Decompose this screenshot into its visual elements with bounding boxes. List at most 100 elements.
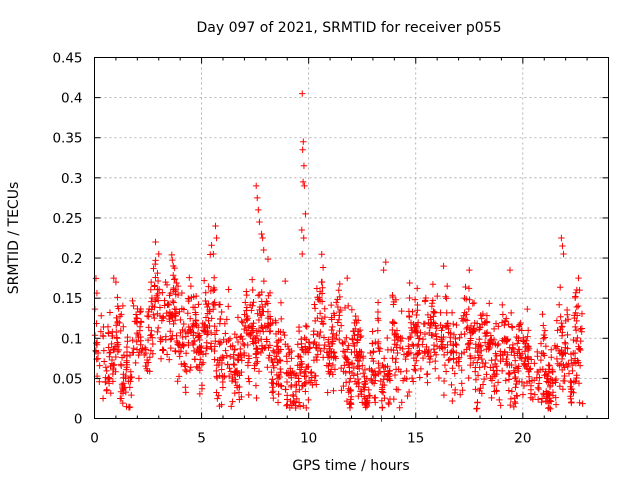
data-point [370, 357, 377, 365]
data-point [476, 336, 483, 343]
data-point [443, 322, 450, 329]
data-point [328, 353, 335, 361]
data-point [504, 351, 511, 359]
data-point [243, 304, 251, 311]
data-point [355, 357, 363, 365]
data-point [531, 391, 539, 398]
data-point [474, 372, 482, 379]
data-point [170, 320, 177, 328]
data-point [416, 347, 423, 354]
data-point [431, 309, 438, 316]
data-point [305, 377, 313, 385]
data-point [210, 274, 218, 281]
data-point [482, 359, 489, 367]
y-tick-label: 0.15 [52, 291, 82, 307]
data-point [406, 294, 413, 302]
data-point [323, 362, 331, 369]
y-tick-label: 0.35 [52, 131, 82, 147]
data-point [540, 335, 547, 342]
data-point [118, 354, 126, 361]
data-point [334, 319, 341, 326]
data-point [260, 277, 268, 285]
data-point [252, 354, 260, 361]
data-point [207, 340, 215, 347]
data-point [106, 309, 114, 316]
data-point [343, 358, 350, 366]
data-point [268, 368, 275, 376]
data-point [278, 383, 285, 390]
data-point [546, 397, 554, 404]
data-point [103, 367, 110, 375]
data-point [356, 326, 364, 334]
data-point [174, 282, 182, 290]
data-point [109, 378, 117, 385]
data-point [411, 362, 419, 369]
data-point [260, 246, 267, 254]
data-point [552, 379, 559, 386]
data-point [283, 378, 291, 386]
data-point [133, 319, 141, 327]
data-point [282, 341, 289, 348]
data-point [269, 347, 277, 354]
data-point [112, 353, 119, 361]
data-point [252, 339, 259, 346]
data-point [497, 348, 504, 355]
data-point [370, 371, 377, 378]
data-point [577, 337, 584, 345]
data-point [280, 329, 287, 336]
data-point [334, 296, 341, 303]
data-point [556, 362, 563, 369]
data-point [218, 308, 225, 316]
data-point [241, 341, 248, 349]
data-point [113, 328, 120, 336]
data-point [372, 399, 379, 406]
data-point [273, 359, 281, 366]
data-point [92, 348, 100, 355]
data-point [547, 398, 555, 405]
data-point [336, 336, 343, 344]
data-point [285, 345, 292, 353]
data-point [558, 234, 565, 242]
data-point [344, 274, 351, 282]
data-point [123, 403, 130, 410]
data-point [226, 335, 234, 342]
data-point [554, 360, 562, 367]
data-point [222, 347, 229, 354]
data-point [577, 346, 584, 354]
data-point [245, 352, 253, 360]
data-point [112, 278, 120, 286]
data-point [238, 333, 245, 340]
data-point [133, 338, 140, 345]
chart-title: Day 097 of 2021, SRMTID for receiver p05… [196, 20, 501, 36]
data-point [355, 328, 362, 335]
data-point [168, 335, 175, 342]
data-point [412, 326, 419, 334]
data-point [213, 234, 220, 242]
data-point [458, 366, 465, 374]
data-point [300, 402, 307, 409]
data-point [156, 304, 164, 311]
data-point [329, 330, 337, 337]
data-point [154, 310, 161, 317]
data-point [521, 362, 528, 369]
data-point [286, 349, 293, 356]
data-point [226, 353, 234, 360]
data-point [173, 279, 180, 287]
data-point [133, 346, 141, 353]
data-point [152, 238, 159, 246]
data-point [130, 302, 137, 310]
data-point [132, 311, 140, 318]
data-point [513, 377, 521, 385]
data-point [553, 355, 561, 363]
data-point [573, 303, 580, 311]
data-point [367, 349, 374, 357]
data-point [155, 250, 162, 258]
data-point [139, 345, 146, 352]
x-axis-title: GPS time / hours [292, 458, 409, 474]
data-point [498, 319, 506, 326]
data-point [494, 342, 501, 349]
data-point [257, 311, 264, 319]
data-point [350, 364, 358, 372]
data-point [176, 353, 183, 360]
data-point [109, 370, 117, 378]
